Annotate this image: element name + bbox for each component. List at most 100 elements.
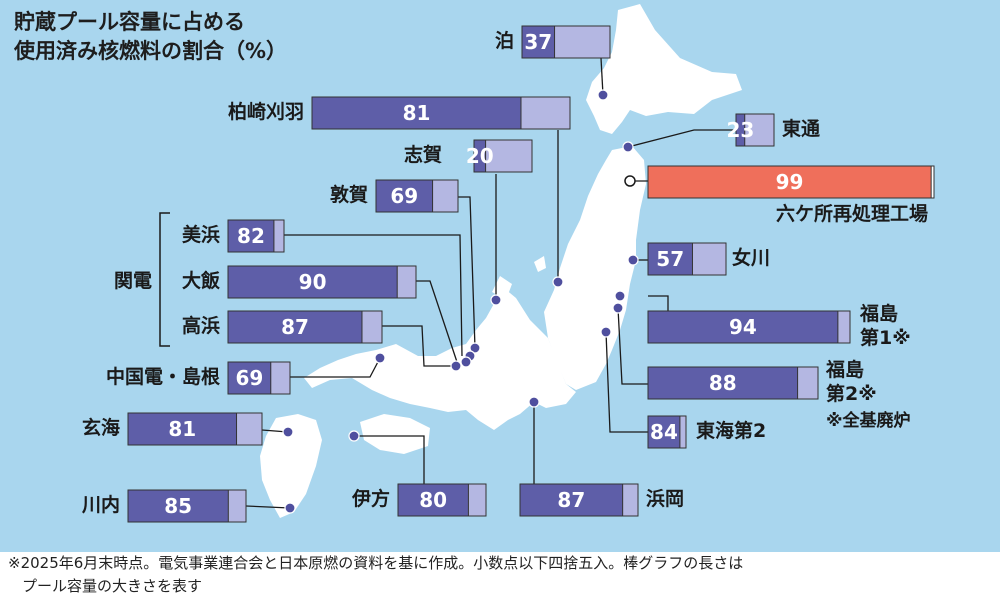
site-12-site-dot [624, 175, 636, 187]
footer: ※2025年6月末時点。電気事業連合会と日本原燃の資料を基に作成。小数点以下四捨… [0, 552, 1000, 604]
site-15-used-bar [647, 366, 799, 400]
leader-lines [159, 57, 736, 509]
site-5-value-label: 90 [299, 270, 327, 294]
site-17-site-dot [528, 396, 540, 408]
site-17-category-label: 浜岡 [646, 488, 684, 510]
sado-island [534, 256, 546, 272]
chart-title-line2: 使用済み核燃料の割合（%） [14, 39, 288, 63]
site-11-value-label: 23 [726, 118, 754, 142]
site-3-site-dot [469, 342, 481, 354]
kanden-bracket [159, 212, 170, 347]
site-8-category-label: 玄海 [82, 416, 120, 439]
site-13-category-label: 女川 [732, 246, 770, 269]
site-5-site-dot [460, 356, 472, 368]
site-14-leader-line [648, 295, 669, 311]
site-7-value-label: 69 [235, 366, 263, 390]
site-12-used-bar [647, 165, 932, 199]
shikoku [360, 414, 430, 454]
site-17-used-bar [519, 483, 624, 517]
site-0-value-label: 37 [524, 30, 552, 54]
site-14-category-label: 福島第1※ [859, 302, 911, 349]
site-8-used-bar [127, 412, 238, 446]
decommission-note: ※全基廃炉 [826, 410, 911, 431]
site-15-value-label: 88 [709, 371, 737, 395]
japan-map: 37 泊 81 柏崎刈羽 20 志賀 69 敦賀 82 美浜 90 大飯 87 高浜 69 中国電・島根 81 玄… [0, 0, 1000, 552]
site-2-site-dot [490, 294, 502, 306]
site-13-site-dot [627, 254, 639, 266]
site-0-leader-line [600, 57, 604, 96]
site-13-value-label: 57 [656, 247, 684, 271]
site-0-category-label: 泊 [495, 30, 514, 52]
site-10-site-dot [348, 430, 360, 442]
japan-landmass [260, 4, 742, 518]
site-11-leader-line [627, 129, 736, 148]
site-8-value-label: 81 [168, 417, 196, 441]
footnote-line1: ※2025年6月末時点。電気事業連合会と日本原燃の資料を基に作成。小数点以下四捨… [8, 554, 744, 572]
site-6-value-label: 87 [281, 315, 309, 339]
site-16-value-label: 84 [650, 420, 678, 444]
site-5-category-label: 大飯 [182, 269, 220, 292]
site-16-site-dot [600, 326, 612, 338]
site-4-value-label: 82 [237, 224, 265, 248]
site-4-used-bar [227, 219, 275, 253]
map-canvas: 37 泊 81 柏崎刈羽 20 志賀 69 敦賀 82 美浜 90 大飯 87 高浜 69 中国電・島根 81 玄… [81, 4, 935, 523]
site-10-category-label: 伊方 [351, 487, 390, 510]
site-16-leader-line [605, 331, 648, 433]
site-15-site-dot [612, 302, 624, 314]
site-4-leader-line [284, 234, 463, 357]
site-5-used-bar [227, 265, 398, 299]
site-3-value-label: 69 [390, 184, 418, 208]
kyushu [260, 414, 322, 518]
site-14-value-label: 94 [729, 315, 757, 339]
bar-group [127, 25, 935, 523]
site-3-used-bar [375, 179, 434, 213]
site-7-used-bar [227, 361, 272, 395]
honshu-tohoku [544, 146, 646, 390]
site-4-category-label: 美浜 [182, 223, 220, 246]
site-17-value-label: 87 [557, 488, 585, 512]
site-2-used-bar [473, 139, 487, 173]
site-1-used-bar [311, 96, 522, 130]
site-7-site-dot [374, 352, 386, 364]
site-11-used-bar [735, 113, 746, 147]
site-13-used-bar [647, 242, 693, 276]
site-9-value-label: 85 [164, 494, 192, 518]
site-16-used-bar [647, 415, 681, 449]
site-1-value-label: 81 [403, 101, 431, 125]
site-3-leader-line [458, 196, 476, 349]
site-14-site-dot [614, 290, 626, 302]
site-12-value-label: 99 [776, 170, 804, 194]
noto-peninsula [492, 276, 512, 300]
site-1-site-dot [552, 276, 564, 288]
site-9-used-bar [127, 489, 229, 523]
honshu-central [304, 288, 576, 430]
site-2-category-label: 志賀 [404, 143, 442, 166]
site-8-site-dot [282, 426, 294, 438]
hokkaido [586, 4, 742, 134]
site-11-category-label: 東通 [782, 117, 821, 140]
label-group: 37 泊 81 柏崎刈羽 20 志賀 69 敦賀 82 美浜 90 大飯 87 高浜 69 中国電・島根 81 玄… [81, 30, 928, 518]
site-11-site-dot [622, 141, 634, 153]
site-10-leader-line [354, 435, 425, 484]
site-9-leader-line [245, 505, 291, 509]
site-10-value-label: 80 [419, 488, 447, 512]
site-3-category-label: 敦賀 [330, 183, 368, 206]
site-6-leader-line [382, 325, 456, 367]
site-14-used-bar [647, 310, 839, 344]
site-0-used-bar [521, 25, 556, 59]
site-15-category-label: 福島第2※ [825, 358, 877, 405]
site-6-site-dot [450, 360, 462, 372]
site-5-leader-line [416, 280, 458, 363]
site-7-category-label: 中国電・島根 [106, 365, 220, 388]
site-7-leader-line [290, 357, 381, 378]
site-6-used-bar [227, 310, 363, 344]
kanden-group-label: 関電 [114, 270, 152, 292]
site-10-used-bar [397, 483, 469, 517]
site-15-leader-line [617, 307, 648, 385]
footnote-line2: プール容量の大きさを表す [22, 577, 203, 595]
site-2-value-label: 20 [466, 144, 494, 168]
site-9-site-dot [284, 502, 296, 514]
site-9-category-label: 川内 [81, 493, 120, 516]
site-dots [282, 89, 639, 514]
